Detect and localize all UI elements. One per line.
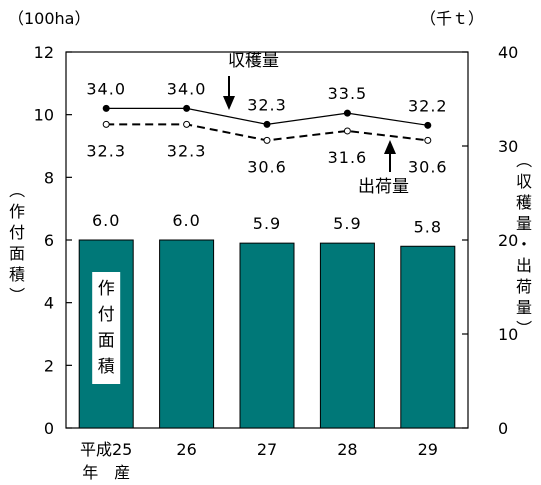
- category-label: 27: [257, 440, 277, 459]
- shipment-annotation: 出荷量: [358, 177, 409, 197]
- shipment-marker: [184, 121, 190, 127]
- shipment-value-label: 31.6: [328, 148, 368, 167]
- left-tick-label: 2: [44, 356, 54, 375]
- shipment-value-label: 32.3: [86, 141, 126, 160]
- left-tick-label: 0: [44, 419, 54, 438]
- shipment-value-label: 30.6: [247, 157, 287, 176]
- bar-value-label: 6.0: [92, 211, 120, 230]
- shipment-marker: [103, 121, 109, 127]
- bar: [401, 246, 455, 428]
- harvest-marker: [103, 105, 109, 111]
- harvest-value-label: 34.0: [86, 79, 126, 98]
- left-axis-label-char: （: [7, 182, 26, 198]
- bar-legend-char: 作: [98, 279, 115, 299]
- bar-value-label: 5.8: [414, 217, 442, 236]
- left-axis-label-char: 面: [9, 244, 25, 263]
- harvest-marker: [425, 122, 431, 128]
- right-axis-label-char: 荷: [516, 277, 532, 296]
- right-tick-label: 0: [498, 419, 508, 438]
- right-tick-label: 40: [498, 43, 518, 62]
- right-axis-label-char: ）: [514, 320, 533, 336]
- category-label: 29: [418, 440, 438, 459]
- bar-legend-char: 付: [98, 305, 115, 325]
- harvest-value-label: 33.5: [328, 84, 368, 103]
- right-axis-label-char: 収: [516, 172, 532, 191]
- bar: [240, 243, 294, 428]
- bar-value-label: 5.9: [333, 214, 361, 233]
- right-axis-label-char: 量: [516, 214, 532, 233]
- shipment-value-label: 30.6: [408, 157, 448, 176]
- left-tick-label: 6: [44, 231, 54, 250]
- category-label: 年 産: [82, 463, 130, 482]
- left-axis-label-char: ）: [7, 287, 26, 303]
- left-axis-label-char: 作: [9, 202, 25, 221]
- right-axis-label-char: 穫: [516, 193, 532, 212]
- harvest-marker: [184, 105, 190, 111]
- category-label: 26: [176, 440, 196, 459]
- left-tick-label: 12: [34, 43, 54, 62]
- bar: [320, 243, 374, 428]
- bar-series: [79, 240, 455, 428]
- shipment-marker: [425, 137, 431, 143]
- shipment-arrow-head: [384, 140, 396, 154]
- left-tick-label: 4: [44, 294, 54, 313]
- right-axis-label-char: （: [514, 152, 533, 168]
- harvest-value-label: 34.0: [167, 79, 207, 98]
- bar: [160, 240, 214, 428]
- harvest-marker: [264, 121, 270, 127]
- left-axis-unit: （100ha）: [8, 9, 91, 28]
- left-axis-label-char: 積: [9, 265, 25, 284]
- left-axis-label-char: 付: [9, 223, 25, 242]
- category-label: 28: [337, 440, 357, 459]
- bar-legend-char: 面: [98, 331, 115, 351]
- right-axis-label-char: 出: [516, 256, 532, 275]
- bar-legend-char: 積: [98, 357, 115, 377]
- left-tick-label: 8: [44, 168, 54, 187]
- harvest-arrow-head: [223, 96, 235, 110]
- right-axis-label-char: 量: [516, 298, 532, 317]
- right-axis-unit: （千ｔ）: [420, 9, 484, 28]
- shipment-marker: [344, 128, 350, 134]
- shipment-marker: [264, 137, 270, 143]
- left-tick-label: 10: [34, 106, 54, 125]
- shipment-value-label: 32.3: [167, 141, 207, 160]
- harvest-annotation: 収穫量: [228, 51, 279, 71]
- harvest-value-label: 32.2: [408, 96, 448, 115]
- bar-value-label: 6.0: [172, 211, 200, 230]
- harvest-marker: [344, 110, 350, 116]
- bar-value-label: 5.9: [253, 214, 281, 233]
- category-label: 平成25: [80, 440, 132, 459]
- right-axis-label-char: ・: [516, 235, 532, 254]
- harvest-value-label: 32.3: [247, 95, 287, 114]
